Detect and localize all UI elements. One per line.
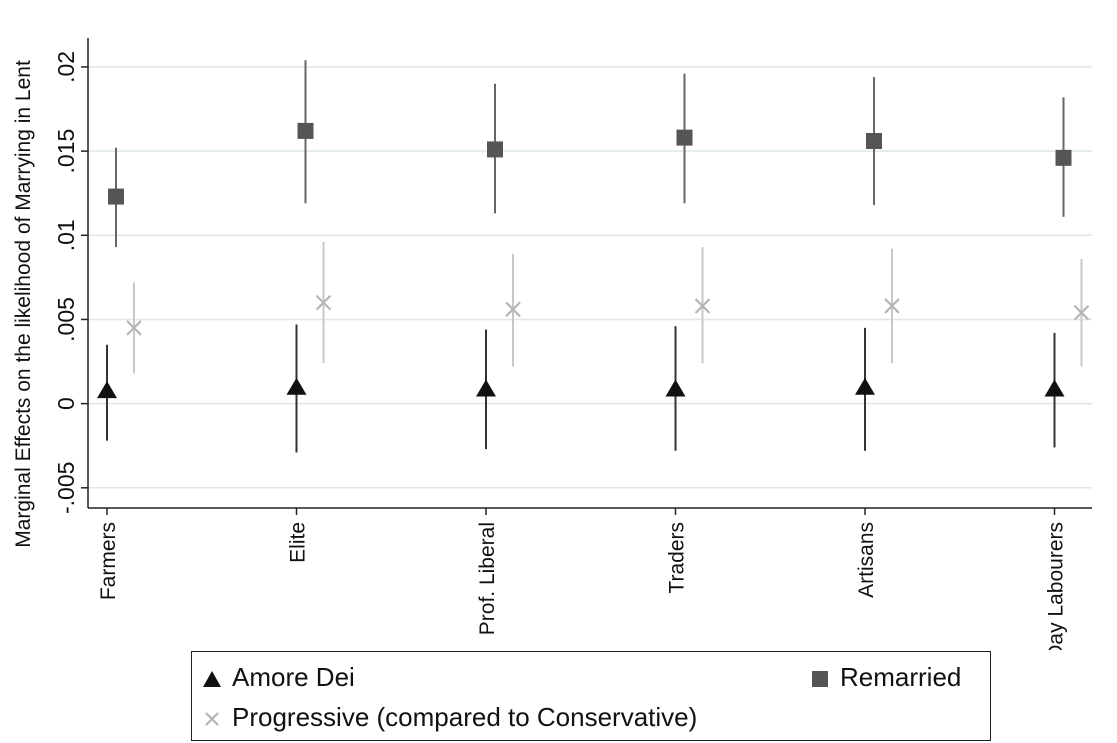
y-tick-label: -.005	[53, 462, 79, 514]
y-axis-title: Marginal Effects on the likelihood of Ma…	[12, 60, 35, 548]
y-tick-label: 0	[53, 397, 79, 410]
data-point-x	[315, 294, 332, 311]
data-point-square	[297, 122, 314, 139]
triangle-marker-icon	[203, 671, 221, 688]
data-point-x	[694, 298, 711, 314]
y-tick-label: .015	[53, 129, 79, 174]
data-point-triangle	[855, 377, 875, 395]
data-point-square	[1055, 149, 1072, 166]
legend-item-progressive: Progressive (compared to Conservative)	[202, 702, 697, 732]
legend-label-amore-dei: Amore Dei	[232, 662, 355, 692]
data-point-triangle	[1044, 379, 1065, 397]
x-marker-icon	[205, 712, 219, 726]
y-tick-label: .02	[53, 51, 79, 83]
data-point-square	[108, 188, 124, 205]
chart-legend: Amore Dei Remarried Progressive (compare…	[191, 651, 991, 741]
data-point-square	[676, 129, 693, 146]
y-tick-label: .005	[53, 297, 79, 342]
data-point-x	[884, 298, 900, 314]
chart-canvas: -.005 0 .005 .01 .015 .02 Marginal Effects on …	[12, 38, 1092, 650]
legend-label-remarried: Remarried	[840, 662, 962, 692]
square-marker-icon	[812, 671, 828, 688]
x-tick-label: Prof. Liberal	[476, 522, 499, 635]
data-point-triangle	[476, 379, 496, 397]
x-tick-label: Artisans	[855, 522, 878, 598]
data-point-triangle	[286, 377, 307, 395]
data-point-x	[126, 320, 142, 336]
data-point-square	[866, 133, 882, 150]
x-tick-label: Day Labourers	[1045, 522, 1068, 650]
y-tick-label: .01	[53, 219, 79, 251]
x-tick-label: Traders	[666, 522, 689, 594]
data-point-square	[487, 141, 503, 158]
x-tick-label: Elite	[287, 522, 310, 563]
legend-label-progressive: Progressive (compared to Conservative)	[232, 702, 698, 732]
data-point-x	[505, 301, 521, 318]
legend-item-remarried: Remarried	[810, 662, 961, 692]
legend-item-amore-dei: Amore Dei	[202, 662, 355, 692]
data-point-triangle	[97, 381, 117, 399]
x-tick-label: Farmers	[97, 522, 120, 600]
data-point-triangle	[665, 379, 686, 397]
data-point-x	[1073, 304, 1090, 321]
